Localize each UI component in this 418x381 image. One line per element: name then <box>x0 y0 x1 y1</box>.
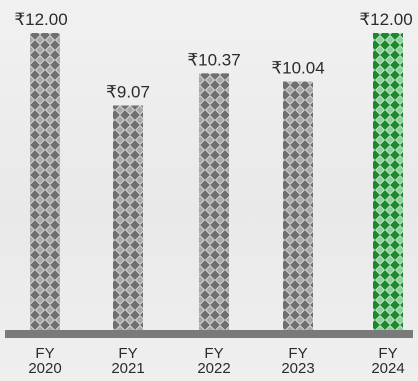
bars-layer <box>30 33 403 330</box>
value-label: ₹10.04 <box>271 59 324 78</box>
bar-fy-2022 <box>199 73 229 330</box>
x-tick-labels-layer: FY 2020 FY 2021 FY 2022 FY 2023 FY 2024 <box>28 345 404 377</box>
bar-fy-2020 <box>30 33 60 330</box>
value-label: ₹12.00 <box>359 10 412 29</box>
x-tick-label: FY 2024 <box>371 345 404 377</box>
value-label: ₹9.07 <box>106 83 150 102</box>
x-tick-label: FY 2022 <box>197 345 230 377</box>
x-tick-label: FY 2020 <box>28 345 61 377</box>
x-tick-label: FY 2023 <box>281 345 314 377</box>
x-tick-label: FY 2021 <box>111 345 144 377</box>
value-labels-layer: ₹12.00 ₹9.07 ₹10.37 ₹10.04 ₹12.00 <box>14 10 412 102</box>
bar-fy-2024 <box>373 33 403 330</box>
value-label: ₹10.37 <box>187 50 240 69</box>
bar-fy-2023 <box>283 81 313 330</box>
bar-fy-2021 <box>113 105 143 330</box>
value-label: ₹12.00 <box>14 10 67 29</box>
x-axis-baseline <box>5 330 413 338</box>
